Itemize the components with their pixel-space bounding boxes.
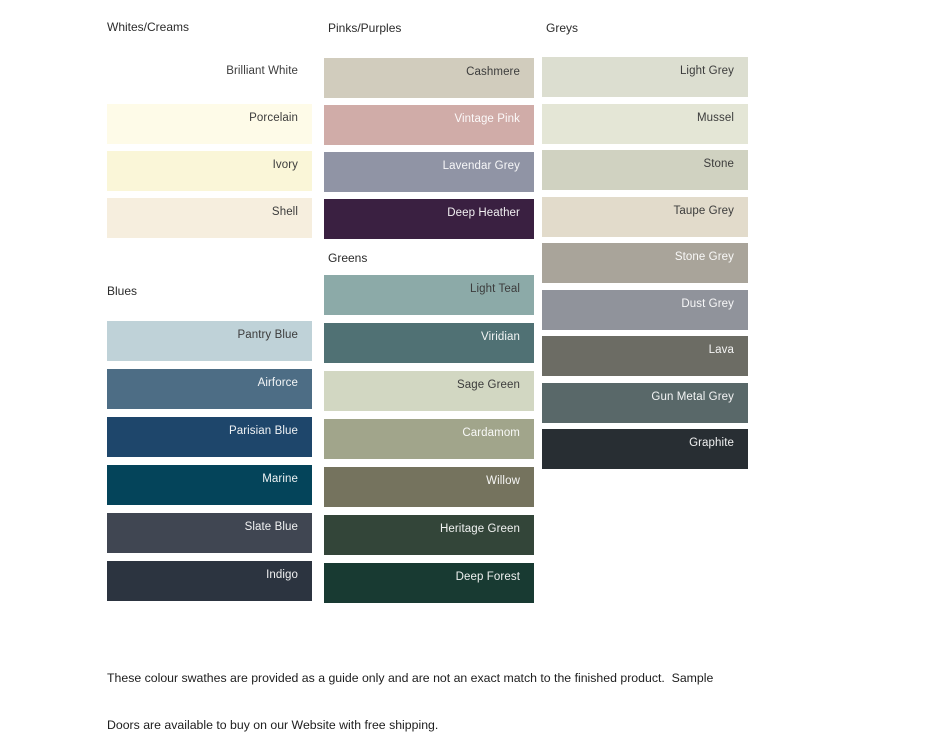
- swatch-label: Cashmere: [466, 66, 520, 78]
- swatch-label: Deep Forest: [455, 571, 520, 583]
- swatch-label: Ivory: [272, 159, 298, 171]
- swatch-viridian: Viridian: [324, 323, 534, 363]
- swatch-label: Pantry Blue: [237, 329, 298, 341]
- swatch-graphite: Graphite: [542, 429, 748, 469]
- swatch-label: Graphite: [689, 437, 734, 449]
- swatch-shell: Shell: [107, 198, 312, 238]
- swatch-label: Indigo: [266, 569, 298, 581]
- swatch-label: Parisian Blue: [228, 425, 298, 437]
- swatch-deep-forest: Deep Forest: [324, 563, 534, 603]
- column-whites-and-blues: Whites/Creams Brilliant White Porcelain Ivo…: [107, 20, 312, 609]
- swatch-label: Lava: [708, 344, 734, 356]
- swatch-label: Vintage Pink: [454, 113, 520, 125]
- swatch-porcelain: Porcelain: [107, 104, 312, 144]
- swatch-label: Taupe Grey: [673, 204, 734, 217]
- swatch-label: Brilliant White: [226, 65, 298, 77]
- swatch-label: Light Grey: [679, 65, 734, 77]
- swatch-label: Light Teal: [469, 283, 520, 295]
- swatch-label: Shell: [271, 206, 298, 218]
- column-pinks-and-greens: Pinks/Purples Cashmere Vintage Pink Lavenda…: [324, 21, 534, 611]
- section-title-blues: Blues: [107, 284, 138, 298]
- section-title-pinks: Pinks/Purples: [328, 21, 402, 35]
- swatch-sage-green: Sage Green: [324, 371, 534, 411]
- swatch-light-teal: Light Teal: [324, 275, 534, 315]
- swatch-label: Cardamom: [462, 427, 520, 439]
- section-whites: Whites/Creams Brilliant White Porcelain Ivo…: [107, 20, 312, 238]
- swatch-label: Deep Heather: [447, 207, 520, 219]
- swatch-indigo: Indigo: [107, 561, 312, 601]
- swatch-brilliant-white: Brilliant White: [107, 57, 312, 97]
- swatch-marine: Marine: [107, 465, 312, 505]
- swatch-heritage-green: Heritage Green: [324, 515, 534, 555]
- footer-note-line-1: These colour swathes are provided as a g…: [107, 671, 714, 685]
- swatch-cashmere: Cashmere: [324, 58, 534, 98]
- swatch-airforce: Airforce: [107, 369, 312, 409]
- swatch-lava: Lava: [542, 336, 748, 376]
- swatch-label: Marine: [262, 473, 298, 485]
- swatch-mussel: Mussel: [542, 103, 748, 144]
- swatch-label: Dust Grey: [681, 297, 734, 310]
- column-greys: Greys Light Grey Mussel Stone Taupe Grey Ston…: [542, 21, 748, 476]
- swatch-label: Willow: [486, 475, 520, 487]
- swatch-taupe-grey: Taupe Grey: [542, 196, 748, 237]
- swatch-slate-blue: Slate Blue: [107, 513, 312, 553]
- footer-note-line-2: Doors are available to buy on our Websit…: [107, 717, 439, 732]
- swatch-label: Slate Blue: [244, 521, 298, 533]
- swatch-stone: Stone: [542, 150, 748, 190]
- swatch-dust-grey: Dust Grey: [542, 289, 748, 330]
- swatch-deep-heather: Deep Heather: [324, 199, 534, 239]
- swatch-parisian-blue: Parisian Blue: [107, 417, 312, 457]
- section-greens: Greens Light Teal Viridian Sage Green Cardam…: [324, 251, 534, 603]
- swatch-lavendar-grey: Lavendar Grey: [324, 152, 534, 192]
- swatch-label: Porcelain: [249, 112, 298, 124]
- swatch-label: Stone: [703, 158, 734, 170]
- section-greys: Greys Light Grey Mussel Stone Taupe Grey Ston…: [542, 21, 748, 469]
- swatch-gun-metal-grey: Gun Metal Grey: [542, 382, 748, 423]
- swatch-vintage-pink: Vintage Pink: [324, 105, 534, 145]
- swatch-label: Heritage Green: [439, 523, 520, 535]
- swatch-label: Sage Green: [456, 379, 520, 391]
- swatch-label: Gun Metal Grey: [651, 390, 734, 403]
- swatch-willow: Willow: [324, 467, 534, 507]
- section-title-whites: Whites/Creams: [107, 20, 190, 34]
- swatch-label: Viridian: [481, 331, 520, 343]
- section-title-greys: Greys: [546, 21, 579, 35]
- section-title-greens: Greens: [328, 251, 368, 265]
- footer-note: These colour swathes are provided as a g…: [107, 640, 713, 749]
- swatch-label: Stone Grey: [674, 251, 734, 263]
- section-pinks: Pinks/Purples Cashmere Vintage Pink Lavenda…: [324, 21, 534, 239]
- swatch-cardamom: Cardamom: [324, 419, 534, 459]
- swatch-label: Airforce: [257, 377, 298, 389]
- swatch-ivory: Ivory: [107, 151, 312, 191]
- section-blues: Blues Pantry Blue Airforce Parisian Blue Mar…: [107, 284, 312, 601]
- swatch-label: Mussel: [696, 111, 734, 124]
- swatch-pantry-blue: Pantry Blue: [107, 321, 312, 361]
- swatch-label: Lavendar Grey: [442, 160, 520, 172]
- swatch-light-grey: Light Grey: [542, 57, 748, 97]
- swatch-stone-grey: Stone Grey: [542, 243, 748, 283]
